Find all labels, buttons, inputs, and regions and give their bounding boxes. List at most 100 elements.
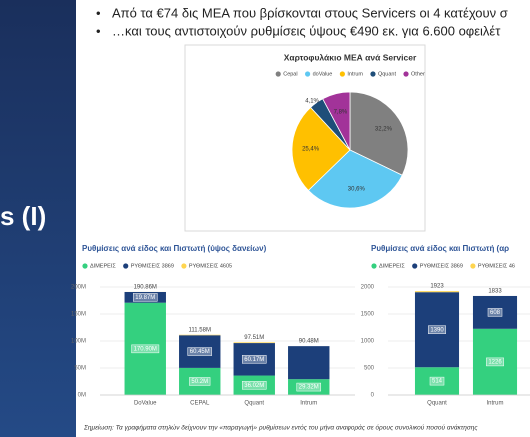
legend-label: ΔΙΜΕΡΕΙΣ (90, 263, 116, 269)
bullet: …και τους αντιστοιχούν ρυθμίσεις ύψους €… (112, 23, 501, 38)
side-panel (0, 0, 76, 437)
y-tick-label: 150M (71, 312, 86, 318)
x-tick-label: Qquant (427, 401, 447, 407)
total-label: 97.51M (244, 335, 264, 341)
bar-segment (179, 367, 221, 395)
legend-swatch (339, 71, 345, 77)
y-tick-label: 0 (371, 393, 375, 399)
bar-segment (233, 343, 275, 376)
bar-segment (414, 291, 460, 293)
y-tick-label: 200M (71, 285, 86, 291)
data-label: 29.32M (299, 385, 319, 391)
total-label: 111.58M (189, 327, 211, 333)
data-label: 60.17M (244, 357, 264, 363)
legend-label: Cepal (283, 71, 297, 77)
data-label-box (487, 308, 503, 317)
pie-slice (349, 91, 409, 176)
bar-segment (414, 292, 460, 368)
x-tick-label: CEPAL (190, 401, 210, 407)
bar-segment (472, 328, 518, 395)
bullet-dot: • (96, 5, 101, 20)
y-tick-label: 1500 (361, 312, 375, 318)
data-label: 514 (432, 379, 443, 385)
x-tick-label: DoValue (134, 401, 157, 407)
bullet-dot: • (96, 23, 101, 38)
x-tick-label: Intrum (300, 401, 317, 407)
y-tick-label: 1000 (361, 339, 375, 345)
legend-label: Intrum (347, 71, 363, 77)
total-label: 1833 (488, 289, 502, 295)
data-label: 36.02M (244, 383, 264, 389)
data-label: 1226 (488, 359, 502, 365)
legend-swatch (370, 71, 376, 77)
data-label: 60.45M (190, 349, 210, 355)
legend-swatch (371, 263, 377, 269)
data-label-box (429, 376, 445, 386)
total-label: 1923 (430, 284, 444, 290)
legend-label: ΡΥΘΜΙΣΕΙΣ 3869 (131, 263, 174, 269)
legend-swatch (181, 263, 187, 269)
data-label: 4,1% (305, 99, 319, 105)
data-label: 50.2M (191, 379, 208, 385)
x-tick-label: Qquant (244, 401, 264, 407)
data-label: 7,8% (334, 109, 348, 115)
pie-slice (322, 91, 351, 151)
data-label: 30,6% (348, 187, 366, 193)
data-label-box (132, 293, 158, 302)
data-label: 19.87M (135, 295, 155, 301)
legend-swatch (82, 263, 88, 269)
data-label: 170.90M (134, 346, 157, 352)
total-label: 190.86M (134, 285, 157, 291)
legend-label: ΡΥΘΜΙΣΕΙΣ 46 (478, 263, 515, 269)
data-label-box (189, 377, 211, 386)
x-tick-label: Intrum (486, 401, 503, 407)
footnote: Σημείωση: Τα γραφήματα στηλών δείχνουν τ… (83, 424, 478, 432)
legend-label: Qquant (378, 71, 397, 77)
data-label-box (486, 357, 504, 367)
total-label: 90.48M (299, 339, 319, 345)
legend-swatch (412, 263, 418, 269)
bar-segment (233, 342, 275, 344)
legend-label: doValue (313, 71, 333, 77)
bar-segment (288, 346, 330, 380)
data-label-box (296, 382, 322, 392)
legend-label: ΡΥΘΜΙΣΕΙΣ 4605 (189, 263, 232, 269)
chart-title: Ρυθμίσεις ανά είδος και Πιστωτή (ύψος δα… (82, 244, 267, 253)
bar-segment (414, 367, 460, 395)
bar-segment (179, 335, 221, 368)
legend-swatch (470, 263, 476, 269)
data-label: 25,4% (302, 147, 320, 153)
y-tick-label: 100M (71, 339, 86, 345)
pie-slice (291, 106, 351, 191)
legend-label: ΔΙΜΕΡΕΙΣ (379, 263, 405, 269)
section-title: s (I) (0, 201, 46, 231)
y-tick-label: 2000 (361, 285, 375, 291)
pie-slice (307, 149, 403, 209)
data-label-box (428, 325, 446, 334)
chart-title: Ρυθμίσεις ανά είδος και Πιστωτή (αρ (371, 244, 509, 253)
y-tick-label: 500 (364, 366, 375, 372)
bar-segment (179, 334, 221, 336)
data-label: 32,2% (375, 127, 393, 133)
data-label: 1390 (430, 327, 444, 333)
legend-swatch (275, 71, 281, 77)
legend-swatch (403, 71, 409, 77)
y-tick-label: 0M (78, 393, 86, 399)
legend-swatch (123, 263, 129, 269)
data-label-box (187, 347, 213, 356)
data-label: 608 (490, 310, 501, 316)
bar-segment (233, 375, 275, 395)
data-label-box (241, 355, 267, 364)
legend-label: ΡΥΘΜΙΣΕΙΣ 3869 (420, 263, 463, 269)
chart-title: Χαρτοφυλάκιο ΜΕΑ ανά Servicer (284, 52, 417, 62)
data-label-box (131, 344, 160, 354)
legend-swatch (304, 71, 311, 77)
y-tick-label: 50M (74, 366, 86, 372)
bullet: Από τα €74 δις ΜΕΑ που βρίσκονται στους … (112, 5, 508, 20)
legend-label: Other (411, 71, 425, 77)
bar-segment (472, 295, 518, 329)
data-label-box (241, 381, 267, 390)
bar-segment (124, 291, 166, 303)
